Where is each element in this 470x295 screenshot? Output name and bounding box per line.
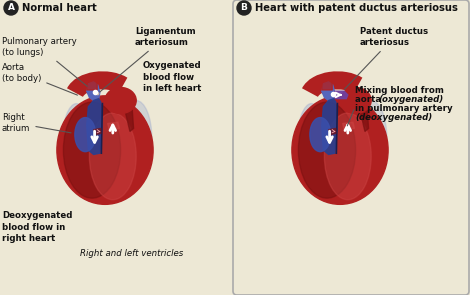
- FancyBboxPatch shape: [233, 0, 469, 295]
- Ellipse shape: [75, 117, 95, 152]
- Polygon shape: [322, 82, 335, 101]
- Text: Ligamentum
arteriosum: Ligamentum arteriosum: [100, 27, 196, 92]
- Ellipse shape: [340, 88, 371, 114]
- Polygon shape: [333, 91, 348, 99]
- Polygon shape: [79, 82, 100, 101]
- Polygon shape: [108, 122, 119, 130]
- Polygon shape: [322, 99, 337, 155]
- Polygon shape: [87, 99, 102, 155]
- Text: Heart with patent ductus arteriosus: Heart with patent ductus arteriosus: [255, 3, 458, 13]
- Text: B: B: [241, 4, 247, 12]
- Text: aorta: aorta: [355, 95, 384, 104]
- Ellipse shape: [297, 104, 326, 184]
- FancyBboxPatch shape: [322, 76, 332, 90]
- Polygon shape: [343, 122, 354, 130]
- Ellipse shape: [57, 96, 153, 204]
- Ellipse shape: [298, 102, 356, 198]
- Polygon shape: [357, 102, 368, 132]
- Text: (deoxygenated): (deoxygenated): [355, 113, 432, 122]
- Polygon shape: [314, 82, 335, 101]
- Ellipse shape: [89, 113, 136, 200]
- Text: A: A: [8, 4, 15, 12]
- Text: Right and left ventricles: Right and left ventricles: [80, 248, 183, 258]
- Text: Deoxygenated
blood flow in
right heart: Deoxygenated blood flow in right heart: [2, 212, 72, 242]
- Polygon shape: [329, 128, 336, 135]
- Polygon shape: [87, 82, 100, 101]
- Polygon shape: [122, 102, 133, 132]
- Ellipse shape: [121, 101, 152, 175]
- Text: Mixing blood from: Mixing blood from: [355, 86, 444, 95]
- Text: Aorta
(to body): Aorta (to body): [2, 63, 78, 95]
- Ellipse shape: [310, 117, 330, 152]
- Text: in pulmonary artery: in pulmonary artery: [355, 104, 453, 113]
- Circle shape: [4, 1, 18, 15]
- Circle shape: [237, 1, 251, 15]
- Text: Right
atrium: Right atrium: [2, 113, 71, 133]
- Text: (oxygenated): (oxygenated): [378, 95, 443, 104]
- Text: Pulmonary artery
(to lungs): Pulmonary artery (to lungs): [2, 37, 87, 86]
- Polygon shape: [94, 128, 101, 135]
- Ellipse shape: [62, 104, 91, 184]
- Text: Oxygenated
blood flow
in left heart: Oxygenated blood flow in left heart: [143, 61, 202, 93]
- Ellipse shape: [324, 113, 371, 200]
- Text: Normal heart: Normal heart: [22, 3, 97, 13]
- Ellipse shape: [63, 102, 121, 198]
- Text: Patent ductus
arteriosus: Patent ductus arteriosus: [345, 27, 428, 89]
- Ellipse shape: [292, 96, 388, 204]
- FancyBboxPatch shape: [87, 76, 97, 90]
- Ellipse shape: [356, 101, 387, 175]
- Ellipse shape: [105, 88, 136, 114]
